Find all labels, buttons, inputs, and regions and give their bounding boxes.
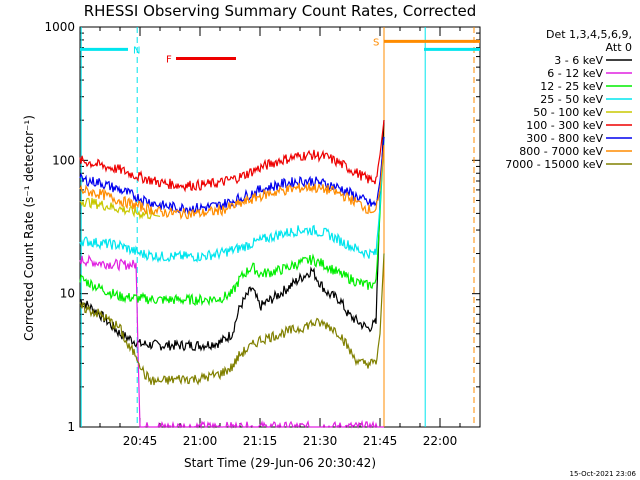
series-line	[80, 120, 385, 352]
legend-label: 3 - 6 keV	[554, 54, 603, 67]
series-line	[79, 253, 385, 386]
y-tick-label: 10	[60, 287, 75, 301]
legend-label: 50 - 100 keV	[533, 106, 603, 119]
series-line	[79, 145, 385, 220]
legend-label: 6 - 12 keV	[547, 67, 603, 80]
orbit-flag-label: N	[133, 45, 140, 56]
legend-header-line-2: Att 0	[606, 41, 632, 54]
orbit-flag-label: S	[373, 37, 379, 48]
series-line	[79, 136, 385, 264]
attenuator-label: F	[166, 55, 172, 66]
x-tick-label: 21:45	[363, 434, 398, 448]
y-tick-label: 1000	[44, 20, 75, 34]
legend-label: 25 - 50 keV	[540, 93, 603, 106]
y-tick-label: 100	[52, 153, 75, 167]
chart-title: RHESSI Observing Summary Count Rates, Co…	[84, 2, 477, 20]
x-tick-label: 20:45	[123, 434, 158, 448]
legend-header-line-1: Det 1,3,4,5,6,9,	[546, 28, 632, 41]
legend-label: 7000 - 15000 keV	[505, 158, 603, 171]
plot-area: F N S	[79, 26, 481, 430]
x-tick-label: 21:30	[303, 434, 338, 448]
series-line	[79, 197, 161, 220]
series-line	[79, 254, 384, 430]
legend-label: 100 - 300 keV	[526, 119, 603, 132]
x-tick-label: 21:00	[183, 434, 218, 448]
legend-label: 300 - 800 keV	[526, 132, 603, 145]
x-axis-label: Start Time (29-Jun-06 20:30:42)	[184, 456, 376, 470]
y-axis-label: Corrected Count Rate (s⁻¹ detector⁻¹)	[22, 115, 36, 341]
series-line	[79, 120, 385, 193]
x-tick-label: 21:15	[243, 434, 278, 448]
x-tick-label: 22:00	[423, 434, 458, 448]
y-tick-label: 1	[67, 420, 75, 434]
legend-label: 800 - 7000 keV	[519, 145, 603, 158]
footer-timestamp: 15-Oct-2021 23:06	[570, 470, 637, 478]
series-line	[79, 136, 385, 307]
legend-label: 12 - 25 keV	[540, 80, 603, 93]
